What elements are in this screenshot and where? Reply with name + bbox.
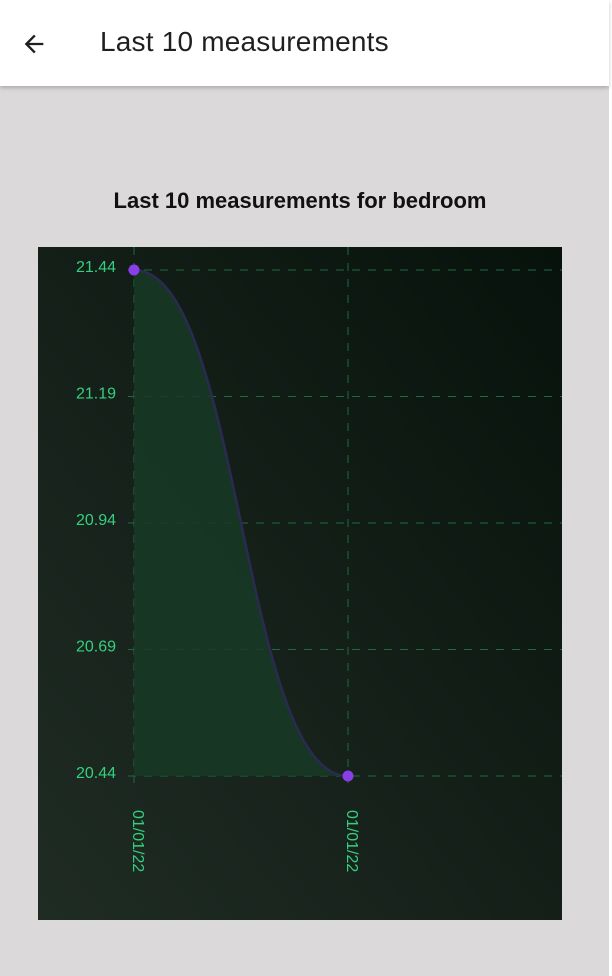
y-tick-label: 20.69: [76, 639, 116, 656]
x-tick-label: 01/01/22: [343, 810, 360, 872]
arrow-back-icon: [24, 34, 44, 54]
screen-edge: [609, 0, 612, 976]
chart-panel: 21.44 21.19 20.94 20.69 20.44 01/01/22 01/01/…: [38, 247, 562, 920]
series-line: [133, 268, 349, 778]
page-title: Last 10 measurements: [100, 26, 389, 57]
y-tick-label: 21.44: [76, 259, 116, 276]
y-tick-label: 20.44: [76, 765, 116, 782]
data-point[interactable]: [128, 264, 140, 276]
app-bar: Last 10 measurements: [0, 0, 609, 86]
data-point[interactable]: [342, 770, 354, 782]
line-chart: 21.44 21.19 20.94 20.69 20.44 01/01/22 01/01/…: [38, 247, 562, 920]
x-tick-label: 01/01/22: [129, 810, 146, 872]
y-tick-label: 20.94: [76, 512, 116, 529]
y-tick-label: 21.19: [76, 386, 116, 403]
chart-background: [38, 247, 562, 920]
chart-title: Last 10 measurements for bedroom: [113, 188, 487, 213]
back-button[interactable]: [12, 24, 56, 64]
